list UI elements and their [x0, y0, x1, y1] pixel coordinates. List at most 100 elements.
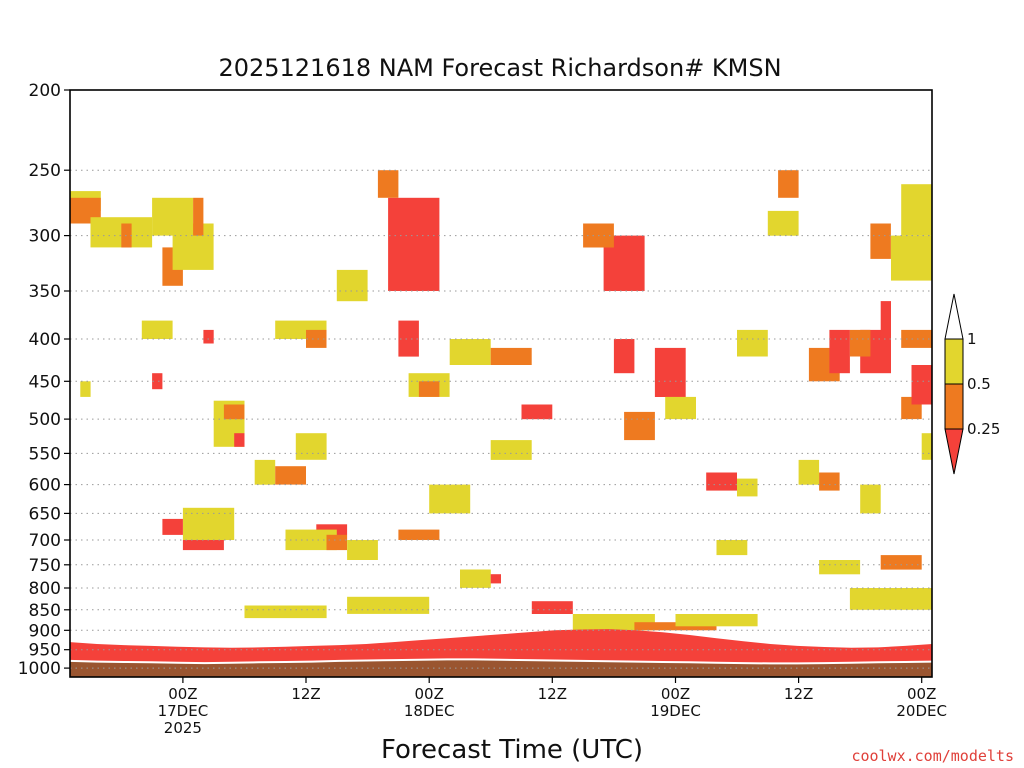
ri-patch-orange: [490, 347, 532, 365]
ri-patch-orange: [819, 472, 840, 491]
y-axis: 200 250 300 350 400 450 500 550 600 650 700 750 8008…: [18, 81, 70, 679]
x-tick-label: 20DEC: [896, 702, 947, 720]
y-tick-label: 950: [29, 641, 61, 661]
ri-patch-yellow: [901, 184, 932, 236]
colorbar-label: 0.5: [967, 375, 991, 393]
colorbar-label: 1: [967, 330, 977, 348]
ri-patch-orange: [849, 329, 871, 357]
ri-patch-yellow: [80, 381, 91, 397]
plot-background: [70, 90, 932, 677]
x-axis-label: Forecast Time (UTC): [381, 735, 643, 765]
y-tick-label: 600: [29, 476, 61, 496]
ri-patch-yellow: [767, 210, 799, 236]
x-tick-label: 00Z: [907, 685, 936, 703]
ri-patch-yellow: [347, 596, 430, 614]
x-tick-label: 18DEC: [404, 702, 455, 720]
ri-patch-red: [234, 433, 245, 447]
x-tick-label: 00Z: [661, 685, 690, 703]
ri-patch-orange: [418, 381, 440, 397]
ri-patch-yellow: [860, 484, 881, 514]
ri-patch-orange: [377, 170, 399, 198]
credit-link[interactable]: coolwx.com/modelts: [851, 747, 1014, 765]
plot-frame: [69, 89, 933, 678]
ri-patch-yellow: [347, 540, 378, 560]
ri-patch-yellow: [849, 588, 932, 610]
x-tick-label: 2025: [164, 719, 202, 737]
y-tick-label: 400: [29, 330, 61, 350]
ri-patch-yellow: [665, 396, 696, 420]
ri-patch-red: [490, 574, 501, 584]
ri-patch-red: [911, 365, 932, 405]
ri-patch-yellow: [675, 614, 758, 627]
colorbar-bin-gt1: [944, 293, 964, 340]
ri-patch-red: [706, 472, 737, 491]
y-tick-label: 850: [29, 601, 61, 621]
x-tick-label: 12Z: [784, 685, 813, 703]
ri-patch-red: [398, 320, 419, 357]
ri-patch-orange: [223, 404, 245, 420]
ri-patch-red: [203, 329, 214, 344]
ri-patch-red: [521, 404, 553, 420]
ri-patch-orange: [398, 529, 440, 540]
y-tick-label: 900: [29, 621, 61, 641]
ri-patch-red: [162, 518, 183, 535]
ri-patch-yellow: [285, 529, 337, 551]
ri-patch-yellow: [141, 320, 173, 339]
ri-patch-yellow: [572, 614, 655, 631]
y-tick-label: 550: [29, 444, 61, 464]
ri-patch-yellow: [244, 605, 327, 619]
y-tick-label: 350: [29, 282, 61, 302]
ri-patch-red: [388, 197, 440, 291]
ri-patch-orange: [901, 329, 932, 348]
ri-patch-yellow: [737, 329, 768, 357]
ri-patch-red: [829, 329, 850, 374]
colorbar: 1 0.5 0.25: [944, 293, 1000, 475]
ri-patch-yellow: [336, 269, 368, 302]
boundary-layer-red: [70, 629, 932, 664]
y-tick-label: 800: [29, 579, 61, 599]
ri-patch-red: [531, 601, 573, 614]
ri-patch-yellow: [182, 507, 235, 540]
ri-patch-yellow: [490, 440, 532, 460]
y-tick-label: 700: [29, 531, 61, 551]
ri-patch-orange: [326, 534, 347, 551]
chart-title: 2025121618 NAM Forecast Richardson# KMSN: [218, 54, 781, 82]
ri-patch-orange: [306, 329, 327, 348]
x-tick-label: 19DEC: [650, 702, 701, 720]
ri-patch-red: [613, 339, 635, 374]
ri-patch-orange: [880, 555, 922, 570]
ri-patch-red: [880, 301, 891, 339]
x-tick-label: 12Z: [291, 685, 320, 703]
y-tick-label: 300: [29, 227, 61, 247]
ri-patch-yellow: [716, 540, 748, 556]
richardson-patches: [70, 170, 932, 631]
ri-patch-yellow: [254, 459, 276, 485]
ri-patch-orange: [193, 197, 204, 236]
ri-patch-yellow: [921, 433, 932, 460]
ri-patch-yellow: [891, 235, 932, 281]
ri-patch-yellow: [798, 459, 820, 485]
x-tick-label: 00Z: [168, 685, 197, 703]
x-tick-label: 12Z: [538, 685, 567, 703]
y-tick-label: 250: [29, 161, 61, 181]
boundary-layer: [69, 629, 933, 677]
pressure-gridlines: [70, 89, 932, 669]
colorbar-bin-lt0p25: [944, 428, 964, 475]
colorbar-bin-0p5-1: [944, 338, 964, 385]
ri-patch-yellow: [295, 433, 327, 460]
ri-patch-yellow: [449, 339, 491, 365]
x-tick-label: 00Z: [415, 685, 444, 703]
y-tick-label: 650: [29, 504, 61, 524]
ri-patch-yellow: [429, 484, 471, 514]
ri-patch-orange: [624, 411, 655, 441]
ri-patch-yellow: [737, 478, 758, 497]
ri-patch-red: [182, 540, 224, 551]
y-tick-label: 750: [29, 556, 61, 576]
y-tick-label: 200: [29, 81, 61, 101]
y-tick-label: 1000: [18, 659, 61, 679]
ri-patch-orange: [634, 622, 717, 631]
ri-patch-yellow: [460, 569, 491, 588]
x-tick-label: 17DEC: [158, 702, 209, 720]
y-tick-label: 500: [29, 410, 61, 430]
